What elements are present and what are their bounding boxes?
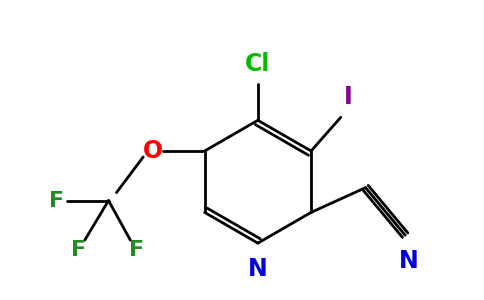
- Text: O: O: [143, 139, 163, 163]
- Text: N: N: [248, 257, 268, 281]
- Text: N: N: [399, 249, 419, 273]
- Text: F: F: [129, 240, 144, 260]
- Text: I: I: [344, 85, 353, 109]
- Text: Cl: Cl: [245, 52, 271, 76]
- Text: F: F: [49, 190, 64, 211]
- Text: F: F: [71, 240, 86, 260]
